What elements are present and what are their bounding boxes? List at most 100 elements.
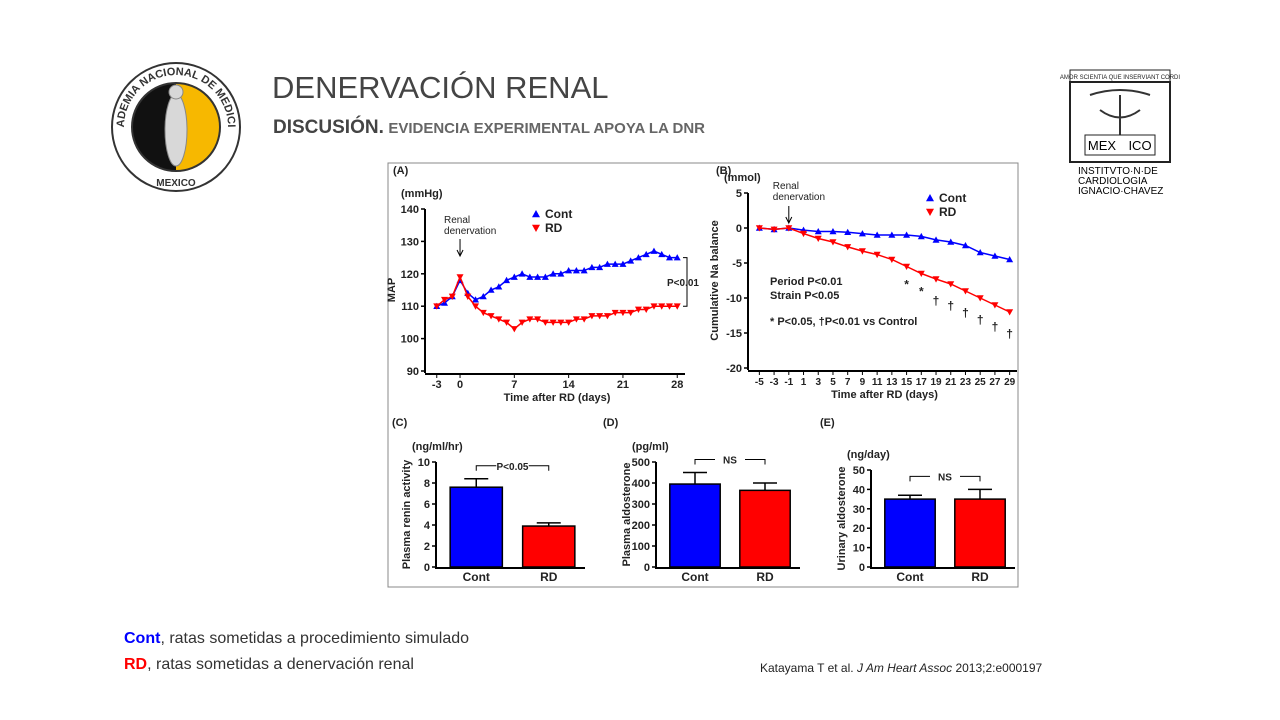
marker	[510, 273, 518, 280]
marker	[976, 295, 984, 302]
x-tick-label: 25	[975, 377, 987, 388]
marker	[873, 251, 881, 259]
marker	[858, 248, 866, 255]
x-tick-label: 17	[916, 377, 928, 388]
marker	[580, 267, 588, 274]
stat-label: Period P<0.01	[770, 276, 842, 288]
x-tick-label: 11	[872, 377, 883, 388]
marker	[472, 296, 480, 303]
marker	[658, 303, 666, 310]
marker	[642, 306, 650, 313]
marker	[456, 274, 464, 281]
note-text: , ratas sometidas a procedimiento simula…	[160, 630, 470, 647]
marker	[642, 250, 650, 258]
marker	[487, 313, 495, 320]
x-tick-label: Cont	[463, 570, 490, 584]
note: Cont, ratas sometidas a procedimiento si…	[124, 630, 469, 648]
marker	[557, 319, 565, 326]
y-tick-label: -15	[726, 328, 742, 340]
legend-marker	[926, 194, 934, 202]
x-tick-label: 9	[860, 377, 866, 388]
marker	[858, 230, 866, 237]
marker	[448, 293, 456, 300]
sig-mark: †	[933, 294, 940, 308]
marker	[888, 231, 896, 238]
slide-subtitle: DISCUSIÓN. EVIDENCIA EXPERIMENTAL APOYA …	[273, 117, 705, 139]
slide-title: DENERVACIÓN RENAL	[272, 70, 609, 105]
panel-label: (A)	[393, 165, 409, 177]
unit-label: (mmol)	[724, 172, 761, 184]
x-tick-label: -3	[770, 377, 779, 388]
marker	[572, 267, 580, 274]
y-tick-label: -20	[726, 363, 742, 375]
marker	[503, 276, 511, 284]
bar	[739, 489, 791, 568]
bar	[521, 525, 576, 568]
stat-label: NS	[938, 472, 952, 483]
y-tick-label: 500	[632, 457, 650, 469]
bracket	[694, 459, 766, 465]
bar	[449, 486, 504, 568]
y-tick-label: 0	[424, 562, 430, 574]
cite-journal: J Am Heart Assoc	[856, 661, 953, 675]
marker	[526, 316, 534, 323]
left-logo: ACADEMIA NACIONAL DE MEDICINA MEXICO	[0, 0, 241, 192]
sig-mark: †	[1006, 327, 1013, 341]
x-tick-label: 13	[886, 377, 898, 388]
y-axis-label: Urinary aldosterone	[836, 467, 848, 571]
subtitle-bold: DISCUSIÓN.	[273, 117, 384, 138]
marker	[665, 254, 673, 261]
marker	[650, 247, 658, 254]
x-tick-label: 21	[945, 377, 957, 388]
sig-mark: †	[962, 306, 969, 320]
y-tick-label: 130	[401, 236, 419, 248]
logo-line: CARDIOLOGIA	[1078, 176, 1148, 187]
logo-mex: MEX	[1088, 138, 1117, 153]
x-tick-label: -1	[784, 377, 793, 388]
marker	[441, 296, 449, 304]
x-tick-label: 1	[801, 377, 807, 388]
x-tick-label: 27	[989, 377, 1001, 388]
arrow	[785, 206, 793, 225]
right-logo: AMOR SCIENTIA QUE INSERVIANT CORDI MEX I…	[1060, 69, 1180, 197]
marker	[557, 270, 565, 277]
annotation: Renal	[773, 181, 799, 192]
y-tick-label: 0	[859, 562, 865, 574]
logo-motto: AMOR SCIENTIA QUE INSERVIANT CORDI	[1060, 75, 1180, 81]
marker	[1006, 256, 1014, 263]
marker	[534, 316, 542, 323]
marker	[503, 319, 511, 326]
x-tick-label: 5	[830, 377, 836, 388]
legend-label: RD	[545, 221, 563, 235]
x-tick-label: 14	[563, 379, 576, 391]
bracket	[909, 475, 981, 482]
x-tick-label: Cont	[896, 570, 923, 584]
note: RD, ratas sometidas a denervación renal	[124, 656, 414, 674]
x-axis-label: Time after RD (days)	[504, 392, 611, 404]
y-tick-label: 30	[853, 504, 865, 516]
y-tick-label: 2	[424, 541, 430, 553]
marker	[433, 303, 441, 310]
unit-label: (ng/ml/hr)	[412, 441, 463, 453]
marker	[888, 256, 896, 263]
marker	[518, 270, 526, 277]
marker	[814, 235, 822, 242]
marker	[611, 260, 619, 267]
bar	[884, 498, 936, 568]
sig-mark: *	[904, 278, 909, 292]
marker	[829, 228, 837, 235]
marker	[534, 273, 542, 280]
marker	[947, 281, 955, 288]
marker	[541, 273, 549, 280]
bar	[669, 483, 721, 568]
y-tick-label: 140	[401, 204, 419, 216]
marker	[549, 319, 557, 326]
bar	[954, 498, 1006, 568]
marker	[518, 319, 526, 326]
y-tick-label: -10	[726, 293, 742, 305]
cite-ref: 2013;2:e000197	[955, 661, 1043, 675]
y-tick-label: 90	[407, 366, 419, 378]
y-tick-label: 10	[418, 457, 430, 469]
legend-marker	[532, 224, 540, 232]
